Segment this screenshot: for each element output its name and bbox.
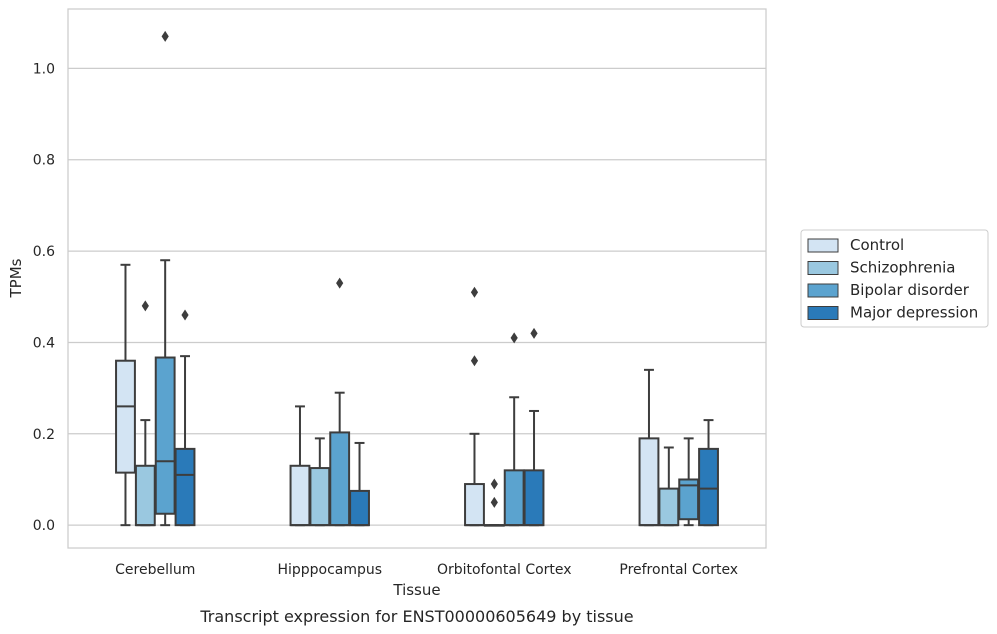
legend-swatch bbox=[807, 261, 839, 275]
legend-label: Control bbox=[850, 236, 904, 254]
box-3-1 bbox=[658, 446, 680, 527]
chart-caption: Transcript expression for ENST0000060564… bbox=[199, 607, 633, 626]
box-1-1 bbox=[309, 437, 331, 527]
outlier-point bbox=[336, 277, 344, 289]
box-3-2 bbox=[678, 437, 700, 527]
legend-frame bbox=[800, 229, 989, 328]
outlier-point bbox=[470, 355, 479, 367]
y-tick-label: 0.4 bbox=[33, 335, 55, 351]
box-series bbox=[115, 30, 719, 527]
outlier-point bbox=[530, 327, 538, 339]
box-body bbox=[638, 437, 660, 527]
legend: Control Schizophrenia Bipolar disorder Majo… bbox=[800, 229, 989, 328]
box-3-0 bbox=[638, 368, 660, 527]
box-0-0 bbox=[115, 263, 136, 527]
x-tick-labels: Cerebellum Hipppocampus Orbitofontal Corte… bbox=[115, 562, 738, 578]
box-body bbox=[464, 483, 485, 527]
box-0-1 bbox=[134, 300, 156, 527]
y-tick-label: 0.2 bbox=[33, 427, 55, 443]
box-body bbox=[523, 469, 545, 527]
box-body bbox=[658, 487, 680, 527]
y-tick-label: 1.0 bbox=[33, 61, 55, 77]
box-body bbox=[309, 467, 331, 527]
legend-label: Schizophrenia bbox=[850, 259, 955, 277]
box-2-3 bbox=[523, 327, 545, 527]
box-body bbox=[503, 469, 525, 527]
box-1-2 bbox=[329, 277, 351, 527]
outlier-point bbox=[181, 309, 189, 321]
legend-swatch bbox=[807, 283, 839, 298]
x-tick-label: Orbitofontal Cortex bbox=[437, 562, 572, 578]
box-body bbox=[154, 356, 176, 515]
y-axis-label: TPMs bbox=[7, 258, 25, 298]
box-body bbox=[698, 447, 719, 527]
box-1-3 bbox=[349, 441, 370, 527]
box-body bbox=[329, 431, 351, 527]
legend-swatch bbox=[807, 238, 839, 253]
x-tick-label: Prefrontal Cortex bbox=[619, 562, 738, 578]
legend-label: Bipolar disorder bbox=[850, 281, 970, 299]
x-tick-label: Cerebellum bbox=[115, 562, 195, 578]
outlier-point bbox=[161, 30, 169, 42]
box-0-2 bbox=[154, 30, 176, 527]
outlier-point bbox=[141, 300, 149, 312]
box-body bbox=[174, 447, 196, 527]
box-body bbox=[134, 464, 156, 527]
y-tick-label: 0.6 bbox=[33, 244, 55, 260]
legend-label: Major depression bbox=[850, 304, 978, 322]
y-tick-label: 0.0 bbox=[33, 518, 55, 534]
legend-swatch bbox=[807, 306, 839, 320]
box-body bbox=[289, 464, 311, 527]
box-body bbox=[349, 489, 370, 527]
y-tick-label: 0.8 bbox=[33, 153, 55, 169]
box-3-3 bbox=[698, 419, 719, 527]
outlier-point bbox=[510, 332, 518, 344]
box-0-3 bbox=[174, 309, 196, 527]
y-tick-labels: 0.0 0.2 0.4 0.6 0.8 1.0 bbox=[33, 61, 55, 534]
x-axis-label: Tissue bbox=[392, 581, 440, 599]
outlier-point bbox=[490, 478, 498, 490]
x-tick-label: Hipppocampus bbox=[277, 562, 382, 578]
outlier-point bbox=[470, 286, 479, 298]
box-body bbox=[115, 359, 136, 474]
outlier-point bbox=[490, 496, 498, 508]
plot-frame bbox=[67, 8, 767, 549]
box-2-1 bbox=[483, 478, 505, 527]
box-1-0 bbox=[289, 405, 311, 527]
box-2-2 bbox=[503, 332, 525, 527]
box-2-0 bbox=[464, 286, 485, 527]
